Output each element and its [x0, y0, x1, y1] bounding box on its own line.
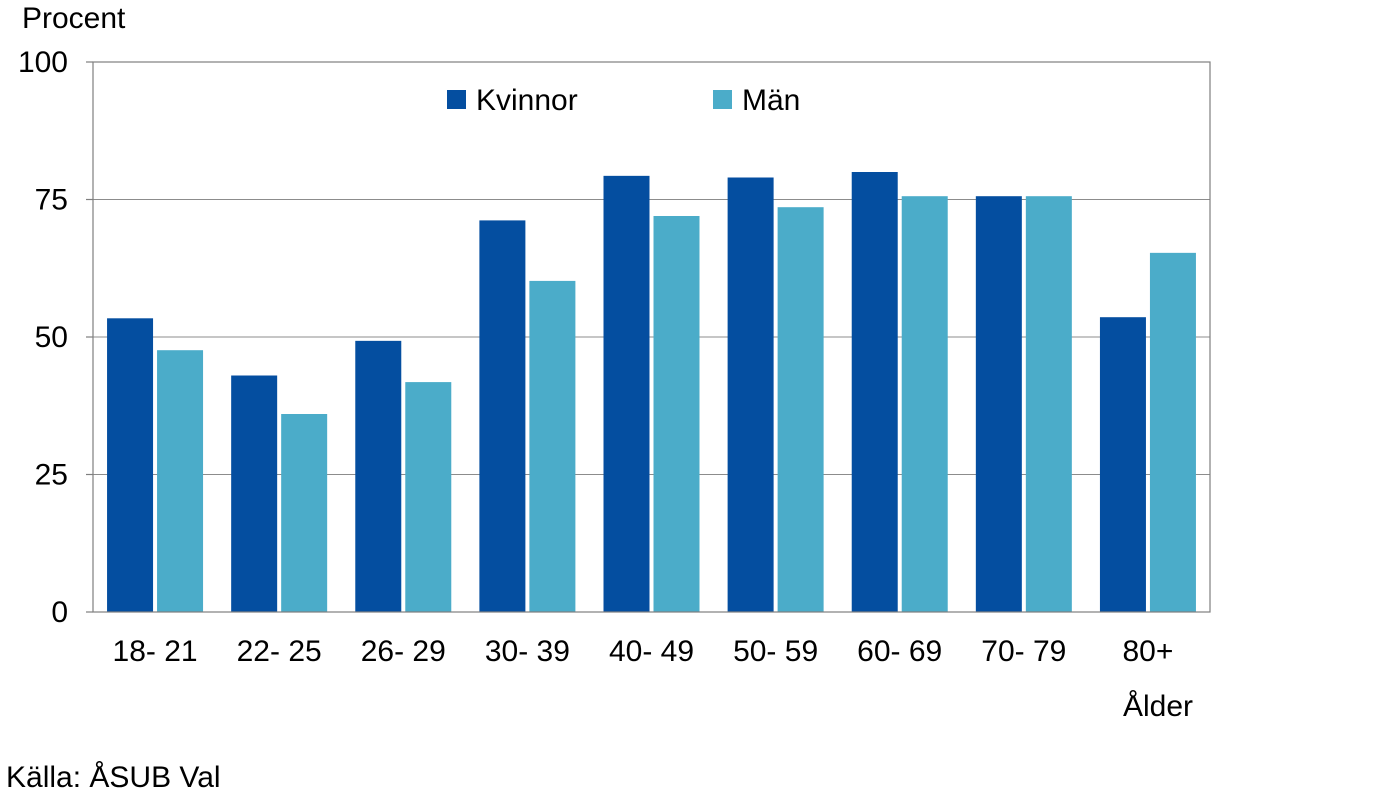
- bar-kvinnor: [355, 340, 402, 612]
- bar-man: [901, 196, 948, 612]
- bar-man: [1025, 196, 1072, 612]
- bar-kvinnor: [479, 220, 526, 612]
- x-tick-label: 50- 59: [733, 635, 818, 668]
- bar-man: [653, 216, 700, 612]
- y-tick-labels: 0 25 50 75 100: [18, 46, 93, 629]
- y-tick-label: 75: [35, 184, 68, 217]
- bar-man: [529, 280, 576, 612]
- x-tick-label: 26- 29: [361, 635, 446, 668]
- x-tick-label: 30- 39: [485, 635, 570, 668]
- legend: Kvinnor Män: [447, 84, 800, 117]
- bar-kvinnor: [1099, 317, 1146, 612]
- bars: [107, 172, 1196, 612]
- bar-man: [1149, 252, 1196, 612]
- x-tick-label: 70- 79: [981, 635, 1066, 668]
- bar-man: [157, 350, 204, 612]
- y-axis-label: Procent: [22, 2, 126, 35]
- bar-kvinnor: [107, 318, 154, 612]
- x-tick-label: 18- 21: [113, 635, 198, 668]
- bar-kvinnor: [727, 177, 774, 612]
- x-tick-label: 22- 25: [237, 635, 322, 668]
- x-tick-label: 80+: [1122, 635, 1173, 668]
- source-note: Källa: ÅSUB Val: [6, 761, 221, 794]
- x-tick-label: 60- 69: [857, 635, 942, 668]
- bar-kvinnor: [975, 196, 1022, 612]
- y-tick-label: 100: [18, 46, 68, 79]
- bar-kvinnor: [851, 172, 898, 612]
- gridlines: [93, 199, 1210, 475]
- legend-label: Män: [742, 84, 800, 117]
- bar-man: [405, 382, 452, 612]
- legend-swatch: [713, 90, 732, 109]
- x-tick-labels: 18- 21 22- 25 26- 29 30- 39 40- 49 50- 59 60- …: [113, 635, 1174, 668]
- bar-man: [777, 207, 824, 612]
- legend-label: Kvinnor: [476, 84, 578, 117]
- bar-man: [281, 414, 328, 612]
- y-tick-label: 50: [35, 321, 68, 354]
- x-tick-label: 40- 49: [609, 635, 694, 668]
- bar-kvinnor: [231, 375, 278, 612]
- y-tick-label: 0: [51, 596, 68, 629]
- x-axis-label: Ålder: [1123, 690, 1193, 723]
- bar-kvinnor: [603, 175, 650, 612]
- legend-swatch: [447, 90, 466, 109]
- y-tick-label: 25: [35, 459, 68, 492]
